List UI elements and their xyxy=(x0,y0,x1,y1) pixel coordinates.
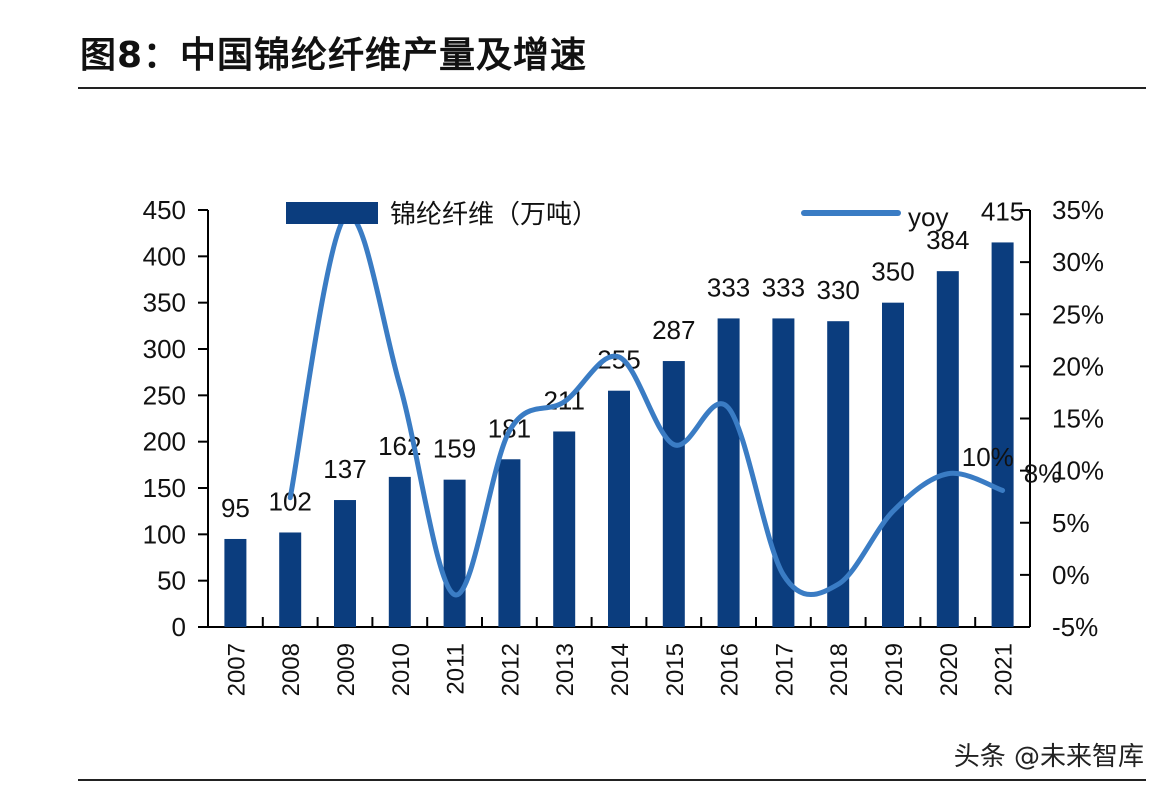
left-tick-label: 50 xyxy=(157,566,186,596)
left-tick-label: 200 xyxy=(143,427,186,457)
bottom-divider xyxy=(78,779,1146,781)
right-tick-label: 5% xyxy=(1052,508,1090,538)
x-tick-label: 2012 xyxy=(497,643,524,696)
bar-data-label: 415 xyxy=(981,196,1024,226)
right-tick-label: 35% xyxy=(1052,195,1104,225)
left-tick-label: 150 xyxy=(143,473,186,503)
bar-2013 xyxy=(553,431,576,627)
right-tick-label: 25% xyxy=(1052,299,1104,329)
bar-2014 xyxy=(608,390,630,627)
bar-2015 xyxy=(662,361,685,627)
x-tick-label: 2013 xyxy=(552,643,579,696)
right-tick-label: 15% xyxy=(1052,404,1104,434)
x-tick-label: 2014 xyxy=(607,643,634,696)
x-tick-label: 2009 xyxy=(333,643,360,696)
legend-bar-label: 锦纶纤维（万吨） xyxy=(390,199,598,229)
x-tick-label: 2010 xyxy=(388,643,415,696)
x-tick-label: 2017 xyxy=(771,643,798,696)
x-tick-label: 2021 xyxy=(991,643,1018,696)
bar-2017 xyxy=(772,318,795,627)
x-tick-label: 2007 xyxy=(223,643,250,696)
left-tick-label: 450 xyxy=(143,195,186,225)
bar-2009 xyxy=(334,500,356,627)
x-tick-label: 2008 xyxy=(278,643,305,696)
x-tick-label: 2011 xyxy=(443,643,470,695)
bar-data-label: 384 xyxy=(926,225,969,255)
bar-2008 xyxy=(279,532,302,627)
bar-2007 xyxy=(224,538,247,627)
left-tick-label: 250 xyxy=(143,380,186,410)
line-data-label: 8% xyxy=(1024,458,1062,488)
bar-data-label: 333 xyxy=(707,272,750,302)
bar-2019 xyxy=(882,302,904,627)
bar-2010 xyxy=(388,476,411,627)
bar-2018 xyxy=(827,321,850,627)
bar-data-label: 350 xyxy=(871,257,914,287)
x-tick-label: 2015 xyxy=(662,643,689,696)
bar-data-label: 95 xyxy=(221,493,250,523)
legend-bar-swatch xyxy=(286,202,378,224)
bar-2020 xyxy=(936,271,959,627)
left-tick-label: 350 xyxy=(143,288,186,318)
left-tick-label: 400 xyxy=(143,241,186,271)
bar-data-label: 159 xyxy=(433,434,476,464)
bar-2021 xyxy=(991,242,1014,627)
left-tick-label: 300 xyxy=(143,334,186,364)
bar-data-label: 333 xyxy=(762,272,805,302)
x-tick-label: 2018 xyxy=(826,643,853,696)
top-divider xyxy=(78,87,1146,89)
bar-2011 xyxy=(443,479,466,627)
bar-data-label: 287 xyxy=(652,315,695,345)
watermark: 头条 @未来智库 xyxy=(953,742,1144,772)
bar-data-label: 330 xyxy=(817,275,860,305)
x-tick-label: 2019 xyxy=(881,643,908,696)
right-tick-label: 30% xyxy=(1052,247,1104,277)
right-tick-label: 0% xyxy=(1052,560,1090,590)
x-tick-label: 2020 xyxy=(936,643,963,696)
chart-title: 图8：中国锦纶纤维产量及增速 xyxy=(80,35,588,76)
right-tick-label: -5% xyxy=(1052,612,1098,642)
x-tick-label: 2016 xyxy=(717,643,744,696)
bar-2012 xyxy=(498,459,521,627)
legend-line-label: yoy xyxy=(908,202,948,232)
left-tick-label: 0 xyxy=(172,612,186,642)
left-tick-label: 100 xyxy=(143,519,186,549)
bar-2016 xyxy=(717,318,740,627)
bar-data-label: 137 xyxy=(323,454,366,484)
right-tick-label: 20% xyxy=(1052,351,1104,381)
yoy-line xyxy=(287,212,1006,598)
right-tick-label: 10% xyxy=(1052,456,1104,486)
line-data-label: 10% xyxy=(962,442,1014,472)
